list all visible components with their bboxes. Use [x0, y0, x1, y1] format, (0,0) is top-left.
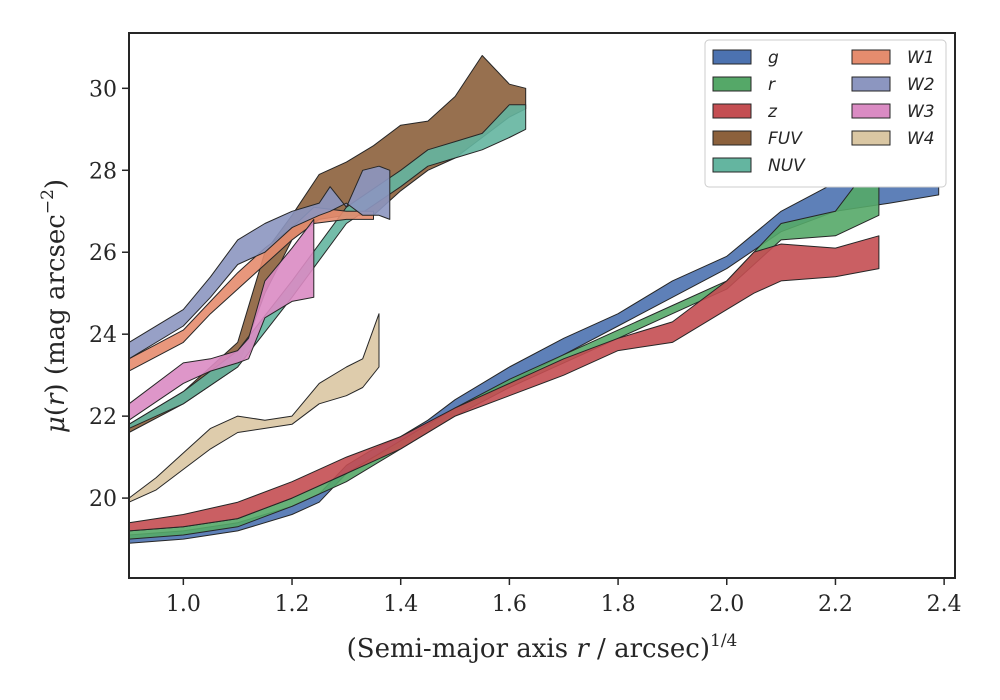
legend-swatch	[851, 130, 891, 146]
profile-bands	[128, 55, 940, 544]
legend-swatch	[851, 49, 891, 65]
legend-label: W1	[907, 48, 935, 68]
x-tick-label: 1.6	[492, 592, 527, 617]
x-tick-label: 1.2	[275, 592, 310, 617]
y-tick-label: 30	[89, 77, 117, 102]
x-tick-label: 2.4	[927, 592, 962, 617]
legend-swatch	[712, 49, 752, 65]
x-tick-label: 1.4	[383, 592, 418, 617]
legend-label: NUV	[768, 156, 806, 176]
legend-swatch	[851, 76, 891, 92]
legend-item-z: z	[712, 102, 778, 122]
legend-item-g: g	[712, 48, 779, 68]
x-tick-label: 1.0	[166, 592, 201, 617]
legend: grz FUV NUV W1 W2 W3 W4	[704, 39, 947, 188]
legend-swatch	[712, 76, 752, 92]
legend-swatch	[851, 103, 891, 119]
x-axis-label: (Semi-major axis r / arcsec)1/4	[347, 631, 738, 664]
y-axis-ticks: 20 22 24 26 28 30	[89, 77, 129, 512]
y-tick-label: 24	[89, 323, 117, 348]
legend-item-r: r	[712, 75, 776, 95]
y-axis-label: μ(r) (mag arcsec−2)	[38, 179, 71, 433]
legend-item-fuv: FUV	[712, 129, 803, 149]
legend-label: g	[768, 48, 779, 68]
band-w2	[128, 165, 391, 360]
legend-label: W3	[907, 102, 935, 122]
y-tick-label: 28	[89, 159, 117, 184]
band-w4	[128, 313, 380, 503]
legend-label: W2	[907, 75, 935, 95]
band-z	[128, 235, 880, 532]
legend-item-nuv: NUV	[712, 156, 806, 176]
x-tick-label: 2.0	[709, 592, 744, 617]
x-tick-label: 2.2	[818, 592, 853, 617]
legend-swatch	[712, 130, 752, 146]
band-w3	[128, 218, 315, 421]
legend-item-w2: W2	[851, 75, 935, 95]
legend-swatch	[712, 157, 752, 173]
x-tick-label: 1.8	[601, 592, 636, 617]
y-tick-label: 26	[89, 241, 117, 266]
legend-item-w1: W1	[851, 48, 935, 68]
legend-swatch	[712, 103, 752, 119]
plot-frame	[128, 32, 956, 579]
legend-label: r	[768, 75, 776, 95]
x-axis-ticks: 1.0 1.2 1.4 1.6 1.8 2.0 2.2 2.4	[166, 578, 962, 617]
legend-label: z	[767, 102, 778, 122]
y-tick-label: 22	[89, 405, 117, 430]
legend-label: FUV	[768, 129, 803, 149]
y-tick-label: 20	[89, 487, 117, 512]
legend-item-w4: W4	[851, 129, 935, 149]
legend-item-w3: W3	[851, 102, 935, 122]
legend-label: W4	[907, 129, 935, 149]
